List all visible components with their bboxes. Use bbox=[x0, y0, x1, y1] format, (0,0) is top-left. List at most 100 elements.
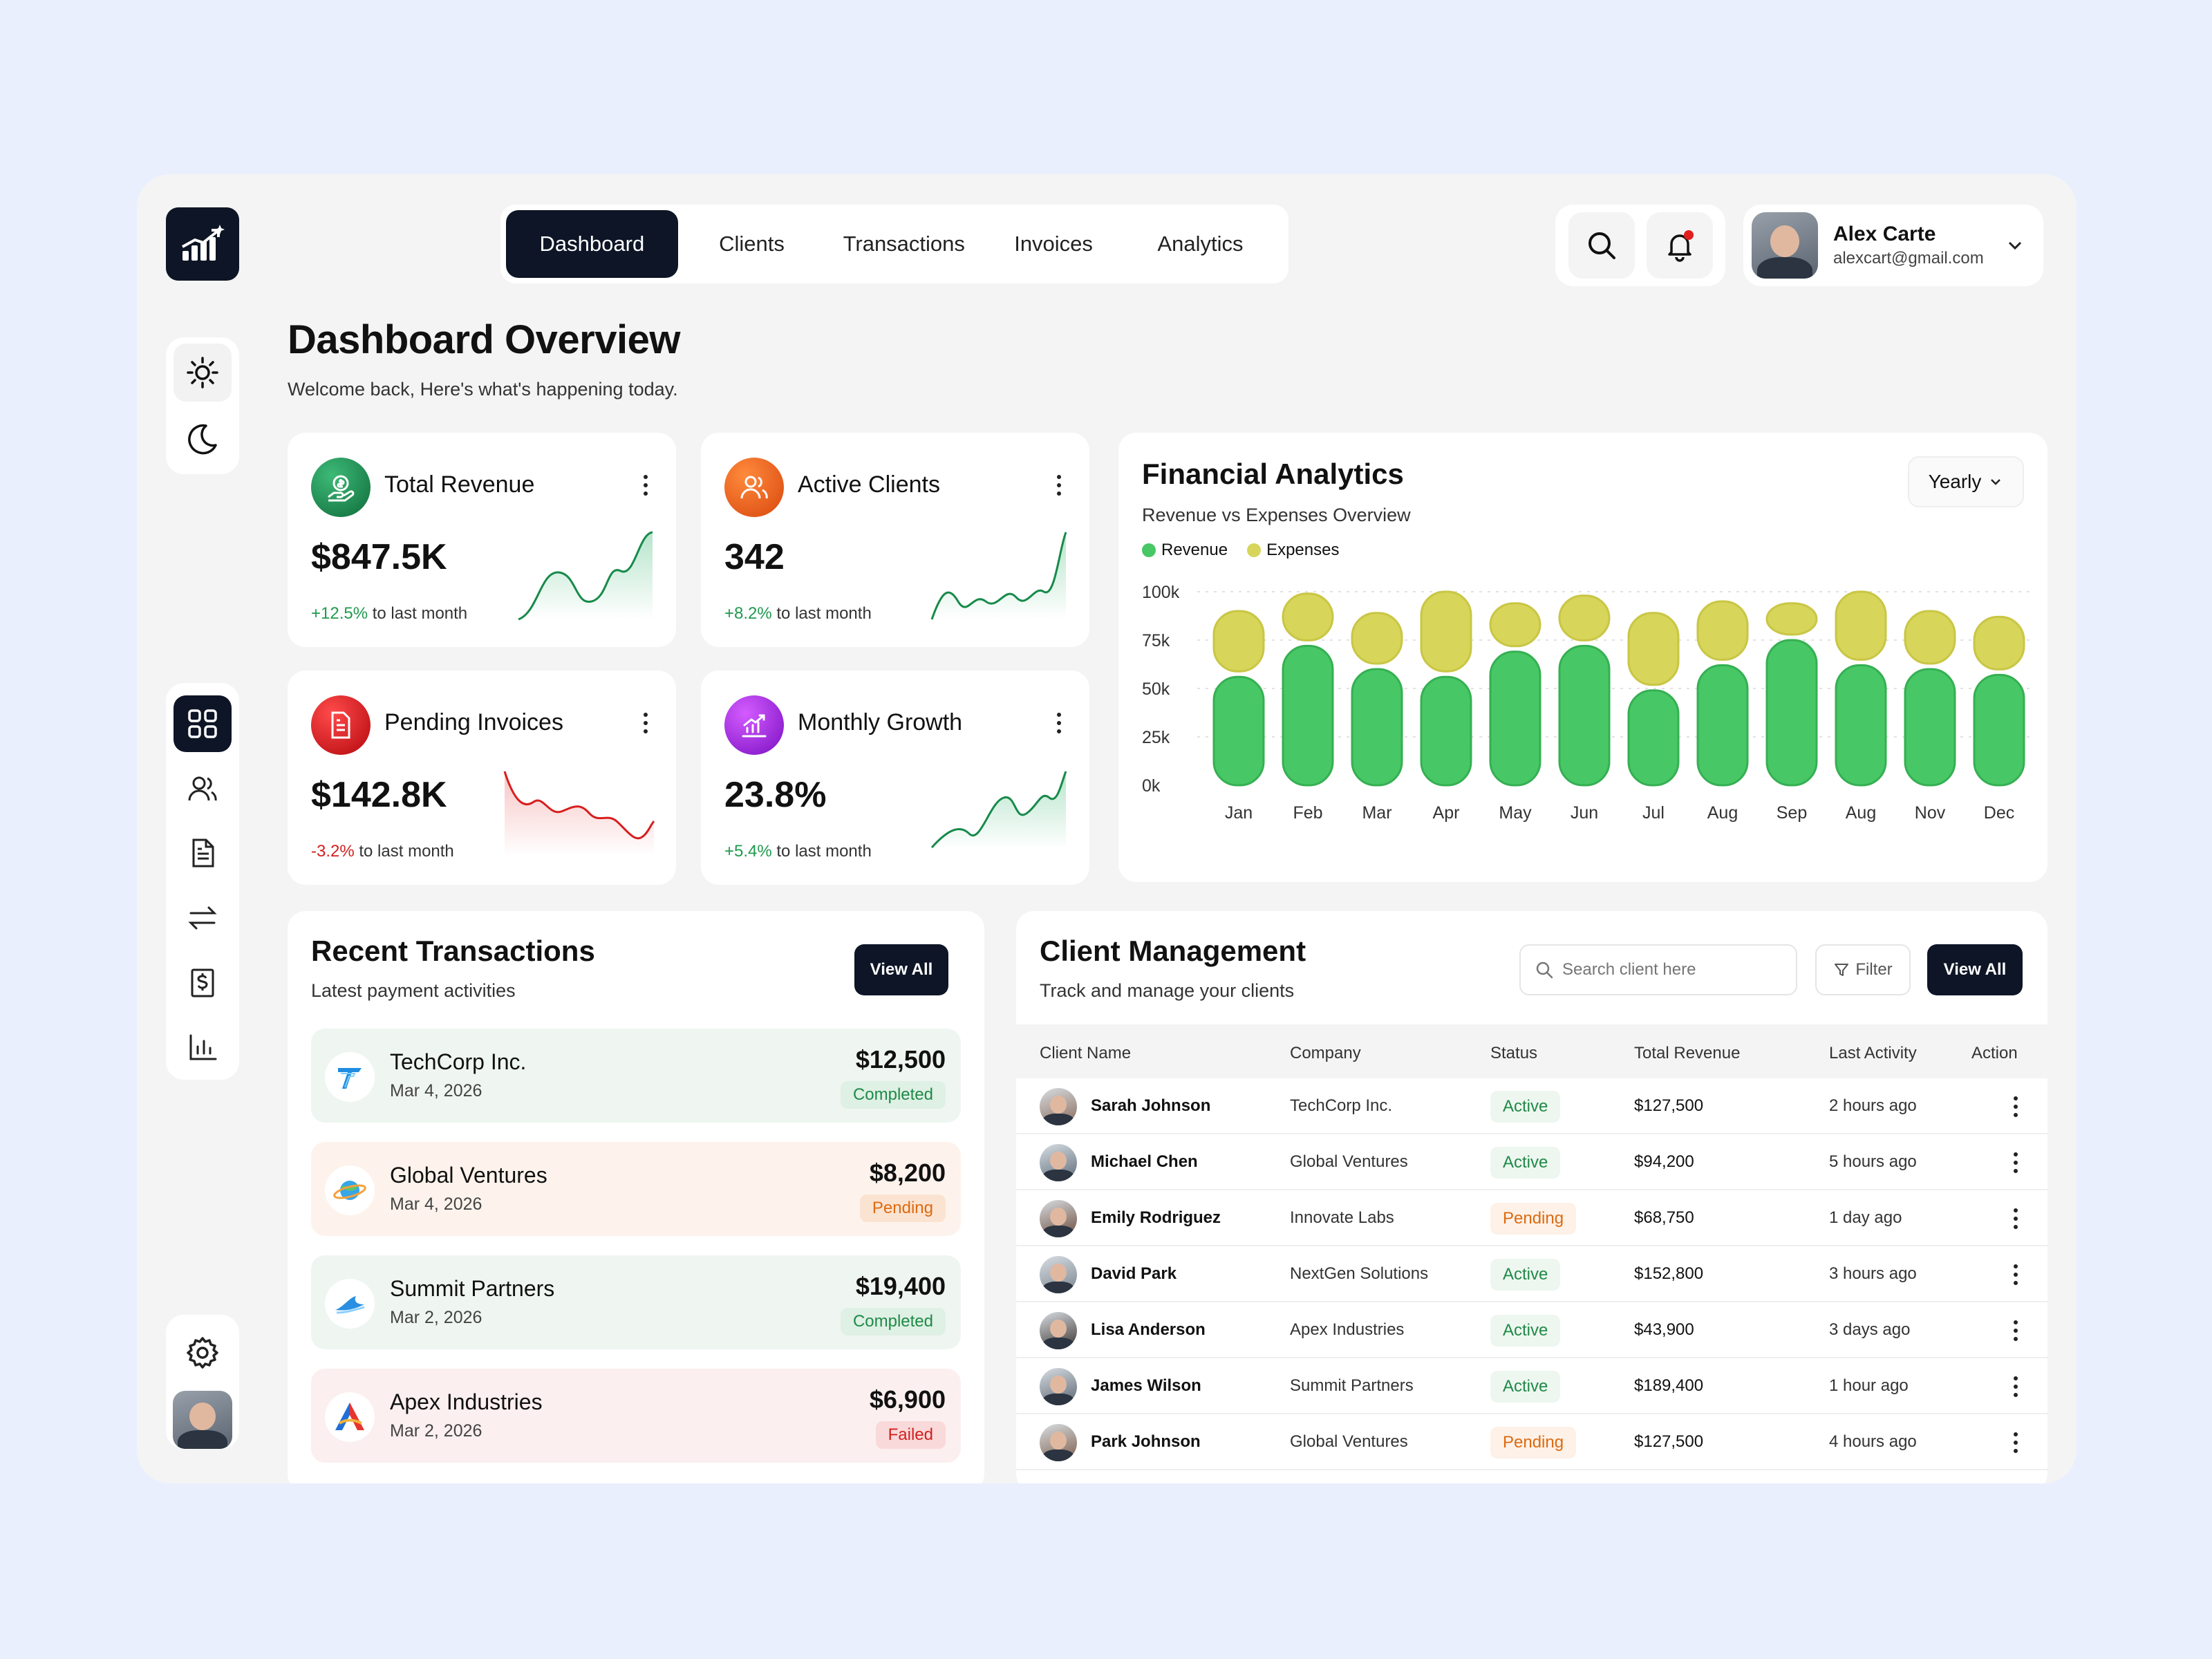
transaction-amount: $12,500 bbox=[855, 1045, 946, 1074]
client-search-input[interactable] bbox=[1562, 960, 1770, 980]
more-vertical-icon[interactable] bbox=[2013, 1375, 2018, 1398]
app-logo[interactable] bbox=[166, 207, 239, 281]
status-badge: Active bbox=[1490, 1259, 1561, 1291]
revenue-bar bbox=[1904, 668, 1956, 787]
expenses-bar bbox=[1489, 602, 1541, 648]
more-vertical-icon[interactable] bbox=[2013, 1431, 2018, 1454]
period-dropdown[interactable]: Yearly bbox=[1908, 456, 2024, 507]
settings-button[interactable] bbox=[174, 1324, 232, 1381]
more-vertical-icon[interactable] bbox=[1056, 711, 1062, 735]
client-revenue: $127,500 bbox=[1634, 1432, 1704, 1451]
kpi-value: 23.8% bbox=[724, 775, 827, 815]
expenses-bar bbox=[1696, 600, 1749, 661]
table-row[interactable]: David Park NextGen Solutions Active $152,80… bbox=[1016, 1246, 2047, 1302]
expenses-bar bbox=[1420, 590, 1472, 673]
sidebar-item-clients[interactable] bbox=[174, 760, 232, 817]
y-tick-label: 25k bbox=[1142, 728, 1170, 747]
transaction-row[interactable]: Global Ventures Mar 4, 2026 $8,200 Pendi… bbox=[311, 1142, 961, 1236]
sidebar-profile-avatar[interactable] bbox=[173, 1391, 232, 1449]
sidebar-item-analytics[interactable] bbox=[174, 1019, 232, 1076]
revenue-sparkline bbox=[518, 531, 653, 621]
x-tick-label: Feb bbox=[1293, 803, 1322, 823]
sidebar-item-invoices[interactable] bbox=[174, 825, 232, 881]
y-tick-label: 0k bbox=[1142, 776, 1161, 796]
transactions-subtitle: Latest payment activities bbox=[311, 980, 516, 1001]
client-name: Michael Chen bbox=[1091, 1152, 1198, 1171]
table-row[interactable]: Michael Chen Global Ventures Active $94,200… bbox=[1016, 1134, 2047, 1190]
more-vertical-icon[interactable] bbox=[2013, 1207, 2018, 1230]
client-name: Park Johnson bbox=[1091, 1432, 1201, 1451]
search-button[interactable] bbox=[1568, 212, 1635, 279]
client-name: Sarah Johnson bbox=[1091, 1096, 1211, 1115]
growth-chart-logo-icon bbox=[182, 225, 225, 261]
x-tick-label: Sep bbox=[1777, 803, 1807, 823]
transaction-date: Mar 4, 2026 bbox=[390, 1081, 482, 1100]
clients-view-all-button[interactable]: View All bbox=[1927, 944, 2023, 995]
filter-button[interactable]: Filter bbox=[1815, 944, 1911, 995]
kpi-change-suffix: to last month bbox=[771, 842, 872, 861]
dark-mode-button[interactable] bbox=[174, 410, 232, 468]
chart-subtitle: Revenue vs Expenses Overview bbox=[1142, 505, 1411, 525]
table-row[interactable]: Lisa Anderson Apex Industries Active $43,90… bbox=[1016, 1302, 2047, 1358]
sidebar-item-transactions[interactable] bbox=[174, 890, 232, 946]
transaction-amount: $8,200 bbox=[869, 1159, 946, 1187]
notifications-button[interactable] bbox=[1646, 212, 1713, 279]
status-badge: Completed bbox=[840, 1081, 946, 1109]
status-badge: Pending bbox=[859, 1194, 946, 1222]
kpi-title: Active Clients bbox=[798, 471, 940, 498]
more-vertical-icon[interactable] bbox=[2013, 1095, 2018, 1118]
transaction-row[interactable]: TechCorp Inc. Mar 4, 2026 $12,500 Comple… bbox=[311, 1029, 961, 1123]
transactions-view-all-button[interactable]: View All bbox=[854, 944, 948, 995]
user-menu[interactable]: Alex Carte alexcart@gmail.com bbox=[1743, 205, 2043, 286]
clients-title: Client Management bbox=[1040, 935, 1306, 967]
status-badge: Pending bbox=[1490, 1203, 1577, 1235]
client-revenue: $152,800 bbox=[1634, 1264, 1704, 1283]
table-row[interactable]: James Wilson Summit Partners Active $189,40… bbox=[1016, 1358, 2047, 1414]
transaction-row[interactable]: Summit Partners Mar 2, 2026 $19,400 Comp… bbox=[311, 1255, 961, 1349]
tab-clients[interactable]: Clients bbox=[719, 232, 785, 256]
revenue-bar bbox=[1765, 639, 1818, 787]
table-row[interactable]: Emily Rodriguez Innovate Labs Pending $68,7… bbox=[1016, 1190, 2047, 1246]
tab-dashboard[interactable]: Dashboard bbox=[506, 210, 678, 278]
user-email: alexcart@gmail.com bbox=[1833, 249, 1984, 268]
growth-chart-icon bbox=[724, 695, 784, 755]
more-vertical-icon[interactable] bbox=[643, 711, 648, 735]
chevron-down-icon[interactable] bbox=[2005, 235, 2025, 256]
client-avatar bbox=[1040, 1424, 1077, 1461]
tab-invoices[interactable]: Invoices bbox=[1014, 232, 1093, 256]
client-avatar bbox=[1040, 1256, 1077, 1293]
transaction-amount: $19,400 bbox=[855, 1272, 946, 1300]
more-vertical-icon[interactable] bbox=[2013, 1319, 2018, 1342]
tab-analytics[interactable]: Analytics bbox=[1157, 232, 1244, 256]
sidebar-item-dashboard[interactable] bbox=[174, 695, 232, 752]
more-vertical-icon[interactable] bbox=[643, 473, 648, 498]
column-header-action: Action bbox=[1971, 1044, 2018, 1062]
status-badge: Active bbox=[1490, 1371, 1561, 1403]
column-header-company[interactable]: Company bbox=[1290, 1044, 1361, 1062]
legend-label-revenue: Revenue bbox=[1161, 541, 1228, 559]
client-avatar bbox=[1040, 1368, 1077, 1405]
kpi-change-suffix: to last month bbox=[771, 604, 872, 623]
column-header-total-revenue[interactable]: Total Revenue bbox=[1634, 1044, 1741, 1062]
transaction-row[interactable]: Apex Industries Mar 2, 2026 $6,900 Faile… bbox=[311, 1369, 961, 1463]
table-row[interactable]: Sarah Johnson TechCorp Inc. Active $127,500… bbox=[1016, 1078, 2047, 1134]
column-header-client-name[interactable]: Client Name bbox=[1040, 1044, 1132, 1062]
column-header-status[interactable]: Status bbox=[1490, 1044, 1538, 1062]
globe-logo-icon bbox=[325, 1165, 375, 1215]
y-tick-label: 75k bbox=[1142, 631, 1170, 650]
transaction-date: Mar 4, 2026 bbox=[390, 1194, 482, 1214]
search-icon bbox=[1536, 962, 1553, 979]
more-vertical-icon[interactable] bbox=[2013, 1151, 2018, 1174]
client-company: TechCorp Inc. bbox=[1290, 1096, 1393, 1115]
sidebar-item-billing[interactable] bbox=[174, 955, 232, 1011]
table-header: Client Name Company Status Total Revenue… bbox=[1016, 1024, 2047, 1078]
more-vertical-icon[interactable] bbox=[2013, 1263, 2018, 1286]
revenue-expenses-bar-chart: 100k 75k 50k 25k 0k Jan Feb Mar Apr May Jun Jul Aug S… bbox=[1142, 583, 2034, 823]
table-row[interactable]: Park Johnson Global Ventures Pending $127,5… bbox=[1016, 1414, 2047, 1470]
client-avatar bbox=[1040, 1144, 1077, 1181]
light-mode-button[interactable] bbox=[174, 344, 232, 402]
tab-transactions[interactable]: Transactions bbox=[843, 232, 965, 256]
column-header-last-activity[interactable]: Last Activity bbox=[1829, 1044, 1917, 1062]
legend-swatch-revenue bbox=[1142, 543, 1156, 557]
more-vertical-icon[interactable] bbox=[1056, 473, 1062, 498]
